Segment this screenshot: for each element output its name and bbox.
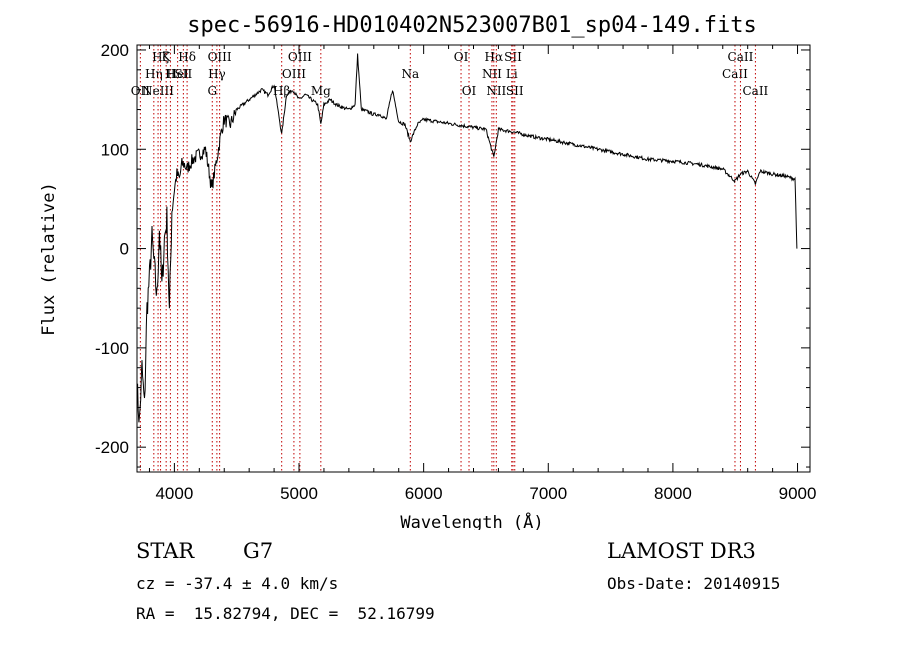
line-label: NII (482, 67, 502, 81)
x-tick-label: 5000 (280, 484, 318, 503)
x-tick-label: 6000 (405, 484, 443, 503)
series-line (136, 53, 798, 423)
observation-date: Obs-Date: 20140915 (607, 574, 781, 593)
line-label: NeIII (142, 84, 174, 98)
line-label: SII (506, 84, 524, 98)
spectrum-chart: spec-56916-HD010402N523007B01_sp04-149.f… (39, 13, 816, 530)
line-label: NII (486, 84, 506, 98)
survey-name: LAMOST DR3 (607, 539, 756, 563)
line-label: OI (462, 84, 477, 98)
y-tick-label: 200 (101, 41, 129, 60)
line-label: CaII (728, 50, 754, 64)
y-tick-label: 0 (120, 240, 129, 259)
line-label: H (165, 67, 175, 81)
coordinates: RA = 15.82794, DEC = 52.16799 (136, 604, 435, 623)
x-tick-label: 7000 (529, 484, 567, 503)
object-subclass: G7 (243, 539, 274, 563)
y-tick-label: -100 (95, 339, 129, 358)
line-label: OII (131, 84, 151, 98)
y-axis-label: Flux (relative) (39, 182, 59, 336)
line-label: G (207, 84, 217, 98)
line-label: Hα (485, 50, 504, 64)
line-label: OIII (282, 67, 306, 81)
line-label: Li (506, 67, 518, 81)
line-label: Hη (145, 67, 163, 81)
line-label: SII (504, 50, 522, 64)
line-label: Hζ (152, 50, 169, 64)
line-label: Na (401, 67, 419, 81)
line-label: K (162, 50, 172, 64)
chart-title: spec-56916-HD010402N523007B01_sp04-149.f… (187, 13, 757, 38)
redshift-info: cz = -37.4 ± 4.0 km/s (136, 574, 339, 593)
line-label: Hβ (273, 84, 290, 98)
line-label: OIII (208, 50, 232, 64)
spectrum-series (136, 53, 798, 423)
line-label: OIII (288, 50, 312, 64)
line-label: CaII (742, 84, 768, 98)
x-tick-label: 4000 (155, 484, 193, 503)
line-label: Mg (311, 84, 331, 98)
x-tick-label: 8000 (654, 484, 692, 503)
x-tick-label: 9000 (779, 484, 817, 503)
line-label: OI (454, 50, 469, 64)
line-label: SII (175, 67, 193, 81)
y-tick-label: -200 (95, 438, 129, 457)
x-axis-label: Wavelength (Å) (400, 511, 543, 530)
axes: 4000 5000 6000 7000 8000 9000 -200 -100 0 100 200 (95, 41, 816, 503)
line-label: CaII (722, 67, 748, 81)
spectral-line-markers: OIIHηNeIIIHζKHHeISIIHδGHγOIIIHβOIIIOIIIM… (131, 45, 769, 472)
line-label: Hγ (208, 67, 226, 81)
line-label: Hδ (178, 50, 196, 64)
object-class: STAR (136, 539, 195, 563)
y-tick-label: 100 (101, 140, 129, 159)
